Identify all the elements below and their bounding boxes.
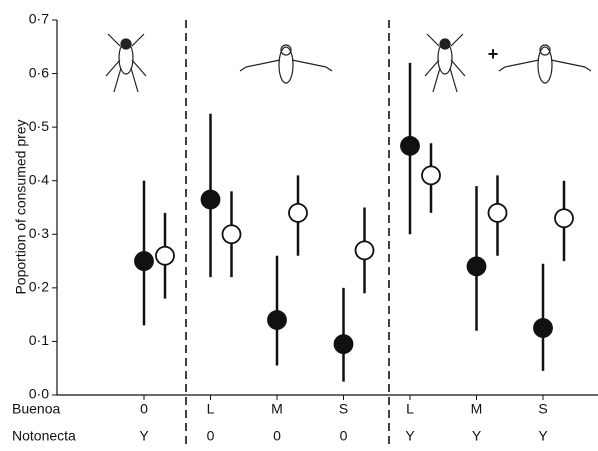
y-tick-label: 0·7 [29, 11, 49, 27]
point [421, 165, 441, 186]
row-label: Notonecta [12, 428, 76, 444]
x-tick-label: M [271, 401, 283, 417]
point [466, 256, 487, 277]
y-axis-label: Poportion of consumed prey [13, 119, 29, 294]
point [554, 208, 574, 229]
x-tick-label: S [339, 401, 348, 417]
y-tick-label: 0·6 [29, 64, 49, 80]
y-tick-label: 0·4 [29, 171, 49, 187]
row-label: Buenoa [12, 401, 60, 417]
y-tick-label: 0·0 [29, 386, 49, 402]
y-tick-label: 0·1 [29, 332, 49, 348]
point [155, 245, 175, 266]
x-tick-label: 0 [273, 428, 281, 444]
point [333, 334, 354, 355]
x-tick-label: 0 [140, 401, 148, 417]
x-tick-label: Y [472, 428, 482, 444]
point [288, 202, 308, 223]
y-tick-label: 0·3 [29, 225, 49, 241]
insect-icons [105, 33, 592, 93]
x-tick-label: 0 [207, 428, 215, 444]
x-tick-label: L [406, 401, 414, 417]
point [533, 318, 553, 338]
plus-annotation: + [488, 44, 499, 64]
point [487, 202, 508, 223]
point [221, 224, 242, 245]
x-tick-label: M [471, 401, 483, 417]
point [267, 310, 287, 330]
point [354, 240, 375, 261]
x-tick-label: S [538, 401, 547, 417]
point [200, 189, 221, 210]
y-tick-label: 0·5 [29, 118, 49, 134]
point [400, 135, 420, 156]
point [134, 251, 154, 271]
x-tick-label: Y [538, 428, 548, 444]
x-tick-label: 0 [340, 428, 348, 444]
x-tick-label: Y [405, 428, 415, 444]
x-tick-label: L [207, 401, 215, 417]
x-tick-label: Y [139, 428, 149, 444]
y-tick-label: 0·2 [29, 279, 49, 295]
